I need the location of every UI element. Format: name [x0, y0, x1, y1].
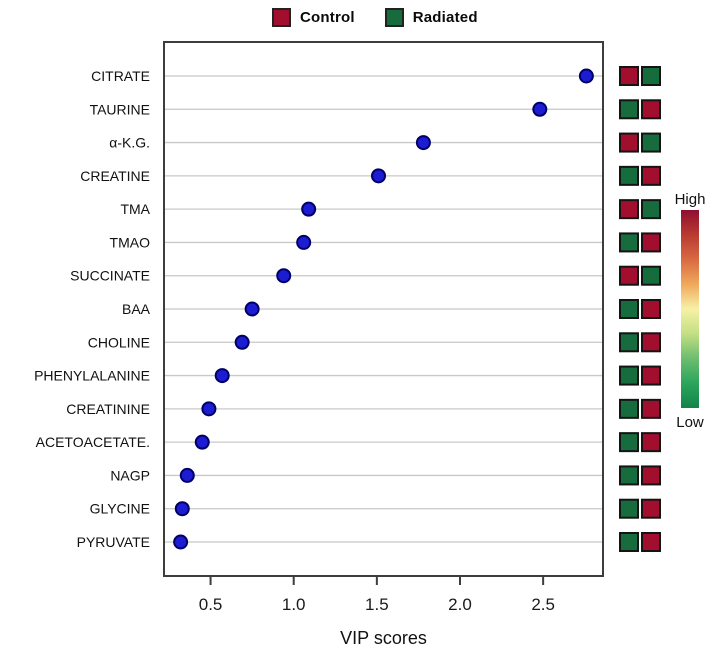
y-axis-label: CREATININE — [66, 401, 150, 417]
vip-dot — [371, 168, 387, 184]
heatmap-cell — [641, 265, 661, 286]
x-tick-label: 0.5 — [199, 595, 223, 614]
heatmap-cell — [641, 199, 661, 220]
y-axis-label: SUCCINATE — [70, 268, 150, 284]
y-axis-label: PHENYLALANINE — [34, 368, 150, 384]
heatmap-cell — [619, 199, 639, 220]
heatmap-cell — [619, 99, 639, 120]
y-axis-label: CREATINE — [80, 168, 150, 184]
colorbar-gradient — [681, 210, 699, 408]
vip-dot — [174, 501, 190, 517]
x-tick-label: 2.0 — [448, 595, 472, 614]
heatmap-cell — [641, 165, 661, 186]
legend-label-control: Control — [300, 9, 355, 26]
heatmap-cell — [619, 165, 639, 186]
y-axis-label: TMA — [120, 201, 150, 217]
y-axis-label: CITRATE — [91, 68, 150, 84]
heatmap-cell — [619, 398, 639, 419]
heatmap-cell — [619, 365, 639, 386]
x-tick-label: 2.5 — [531, 595, 555, 614]
legend-item-control: Control — [272, 8, 355, 27]
vip-dot — [194, 434, 210, 450]
vip-dot — [214, 368, 230, 384]
heatmap-cell — [641, 465, 661, 486]
y-axis-label: GLYCINE — [90, 501, 150, 517]
heatmap-cell — [641, 232, 661, 253]
y-axis-label: CHOLINE — [88, 334, 150, 350]
vip-dot — [578, 68, 594, 84]
y-axis-label: ACETOACETATE. — [36, 434, 150, 450]
heatmap-cell — [619, 299, 639, 319]
vip-dot — [296, 234, 312, 250]
x-tick-label: 1.5 — [365, 595, 389, 614]
heatmap-cell — [619, 432, 639, 453]
y-axis-label: TMAO — [110, 234, 151, 250]
heatmap-cell — [641, 332, 661, 353]
y-axis-label: BAA — [122, 301, 151, 317]
y-axis-label: NAGP — [110, 467, 150, 483]
heatmap-cell — [641, 498, 661, 519]
heatmap-cell — [619, 465, 639, 486]
heatmap-cell — [641, 299, 661, 319]
vip-dot — [179, 467, 195, 483]
plot-border — [163, 41, 604, 577]
heatmap-cell — [619, 132, 639, 153]
vip-dot — [173, 534, 189, 550]
vip-dot — [234, 334, 250, 350]
colorbar-high-label: High — [675, 191, 706, 208]
control-color-swatch — [272, 8, 291, 27]
x-tick-label: 1.0 — [282, 595, 306, 614]
y-axis-label: PYRUVATE — [77, 534, 150, 550]
y-axis-label: α-K.G. — [109, 135, 150, 151]
heatmap-cell — [641, 532, 661, 552]
heatmap-cell — [641, 432, 661, 453]
heatmap-cell — [619, 332, 639, 353]
colorbar-low-label: Low — [676, 414, 704, 431]
x-axis-title: VIP scores — [340, 628, 427, 648]
vip-dot — [532, 101, 548, 117]
vip-dot — [244, 301, 260, 317]
heatmap-cell — [619, 265, 639, 286]
y-axis-label: TAURINE — [90, 101, 150, 117]
heatmap-cell — [619, 66, 639, 86]
legend-item-radiated: Radiated — [384, 8, 478, 27]
heatmap-cell — [641, 398, 661, 419]
vip-dot — [301, 201, 317, 217]
vip-dot — [201, 401, 217, 417]
heatmap-cell — [619, 232, 639, 253]
heatmap-cell — [641, 132, 661, 153]
heatmap-cell — [619, 498, 639, 519]
heatmap-cell — [619, 532, 639, 552]
vip-dot — [415, 135, 431, 151]
legend-label-radiated: Radiated — [412, 9, 478, 26]
heatmap-cell — [641, 99, 661, 120]
heatmap-cell — [641, 365, 661, 386]
radiated-color-swatch — [384, 8, 404, 27]
heatmap-cell — [641, 66, 661, 86]
legend: Control Radiated — [272, 8, 478, 27]
vip-dot — [276, 268, 292, 284]
